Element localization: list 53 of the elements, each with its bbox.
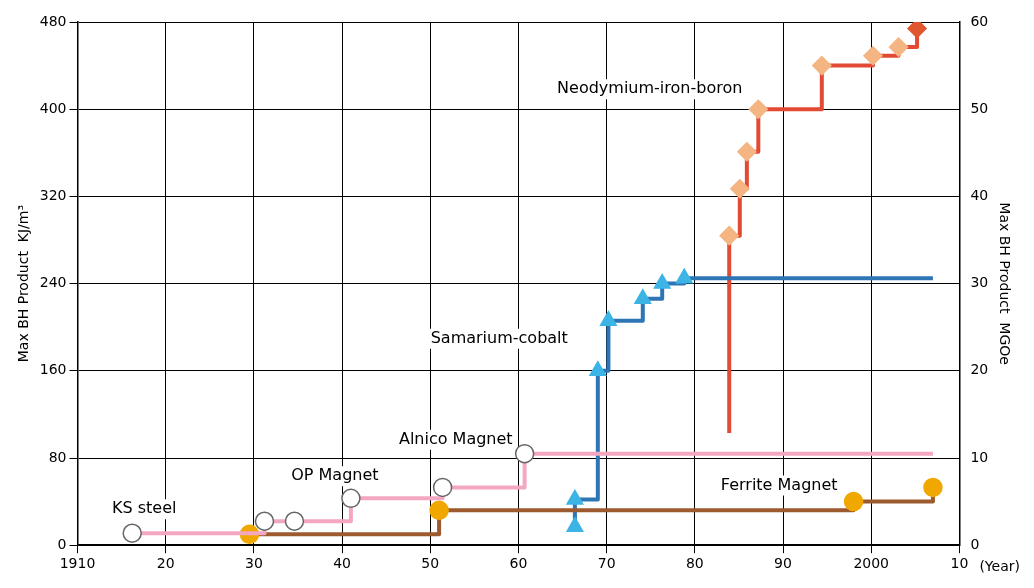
x-axis-title: (Year)	[979, 557, 1020, 574]
x-tick-label: 50	[421, 555, 440, 572]
y2-tick-label: 30	[970, 274, 989, 291]
y-tick-label: 480	[39, 12, 67, 29]
y-tick-label: 320	[39, 187, 67, 204]
point	[812, 55, 832, 76]
x-tick-label: 2000	[853, 555, 890, 572]
x-tick-label: 60	[509, 555, 528, 572]
point	[730, 179, 750, 199]
point	[675, 268, 693, 284]
y2-tick-label: 20	[970, 361, 989, 378]
annotation: Alnico Magnet	[398, 428, 513, 448]
y2-tick-label: 60	[970, 12, 989, 29]
point	[432, 477, 453, 498]
point	[863, 46, 883, 66]
x-tick-label: 1910	[59, 555, 96, 572]
x-tick-label: 80	[685, 555, 704, 572]
y-tick-label: 240	[39, 274, 67, 291]
point	[634, 289, 652, 305]
annotation: Samarium-cobalt	[430, 327, 568, 347]
annotation: Neodymium-iron-boron	[557, 78, 743, 98]
point	[429, 500, 449, 521]
y-tick-label: 400	[39, 99, 67, 116]
x-tick-label: 70	[597, 555, 616, 572]
x-tick-label: 90	[774, 555, 792, 572]
annotation: OP Magnet	[291, 465, 379, 485]
y2-tick-label: 0	[970, 535, 980, 552]
x-tick-label: 30	[244, 555, 263, 572]
point	[888, 37, 909, 57]
point	[737, 141, 757, 162]
y2-tick-label: 10	[970, 448, 989, 465]
point	[122, 523, 142, 543]
point	[719, 225, 739, 246]
y2-axis-title: Max BH Product MGOe	[996, 202, 1013, 365]
x-tick-label: 40	[333, 555, 351, 572]
y-tick-label: 0	[57, 535, 67, 552]
y2-tick-label: 50	[970, 99, 989, 116]
y-tick-label: 80	[48, 448, 67, 465]
x-tick-label: 10	[950, 555, 969, 572]
point	[843, 491, 864, 512]
point	[284, 511, 305, 531]
annotation: KS steel	[111, 498, 177, 518]
y-axis-title: Max BH Product KJ/m³	[15, 204, 32, 363]
x-tick-label: 20	[156, 555, 175, 572]
point	[923, 477, 943, 498]
point	[514, 443, 535, 464]
point	[748, 99, 769, 119]
point	[341, 488, 361, 509]
y2-tick-label: 40	[970, 187, 989, 204]
point	[589, 361, 607, 377]
point	[254, 511, 275, 531]
y-tick-label: 160	[39, 361, 67, 378]
annotation: Ferrite Magnet	[720, 474, 838, 494]
